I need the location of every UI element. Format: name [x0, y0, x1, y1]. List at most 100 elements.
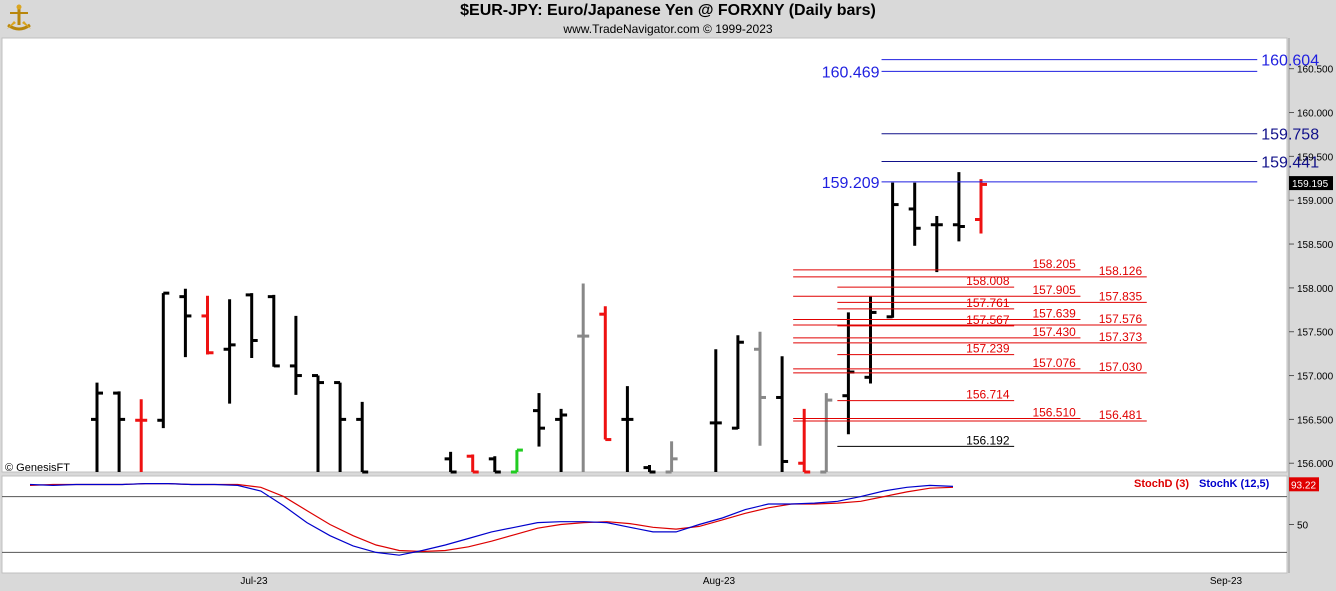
price-bar: [510, 448, 523, 474]
chart-title: $EUR-JPY: Euro/Japanese Yen @ FORXNY (Da…: [460, 2, 876, 19]
level-label: 156.481: [1099, 408, 1143, 422]
price-bar: [356, 401, 369, 474]
price-level: 159.758: [881, 127, 1319, 144]
level-label: 160.469: [822, 64, 880, 81]
price-bar: [798, 408, 811, 474]
price-level: 159.209: [822, 175, 1258, 192]
price-level: 156.510: [793, 406, 1081, 420]
level-label: 159.209: [822, 175, 880, 192]
level-label: 157.030: [1099, 360, 1143, 374]
price-bar: [886, 182, 899, 319]
price-bar: [533, 393, 545, 447]
price-bar: [754, 331, 766, 446]
last-price-label: 159.195: [1292, 179, 1329, 190]
y-tick-label: 156.500: [1297, 415, 1334, 426]
price-bar: [577, 283, 590, 472]
price-bar: [466, 454, 479, 474]
price-bar: [952, 172, 965, 242]
stoch-last-label: 93.22: [1291, 480, 1316, 491]
x-tick-label: Aug-23: [703, 576, 736, 587]
price-level: 160.604: [881, 53, 1319, 70]
price-panel: [1, 37, 1288, 473]
price-bar: [488, 456, 501, 474]
y-tick-label: 156.000: [1297, 459, 1334, 470]
price-bar: [776, 356, 789, 472]
price-bar: [334, 381, 347, 472]
level-label: 156.714: [966, 388, 1010, 402]
y-tick-label: 160.500: [1297, 65, 1334, 76]
price-bar: [643, 464, 656, 474]
chart-header: $EUR-JPY: Euro/Japanese Yen @ FORXNY (Da…: [0, 0, 1336, 38]
price-bar: [908, 182, 921, 246]
price-level: 156.714: [837, 388, 1015, 402]
stochD-legend: StochD (3): [1134, 478, 1189, 490]
level-label: 160.604: [1261, 53, 1319, 70]
price-level: 157.239: [837, 342, 1015, 356]
x-tick-label: Jul-23: [240, 576, 268, 587]
price-bar: [157, 291, 170, 429]
price-bar: [201, 295, 214, 355]
price-bar: [91, 382, 103, 472]
price-level: 157.030: [793, 360, 1147, 374]
price-bar: [267, 294, 280, 368]
price-level: 157.639: [793, 307, 1081, 321]
stochastic-panel: [1, 475, 1288, 574]
price-bar: [555, 408, 568, 472]
y-tick-label: 160.000: [1297, 109, 1334, 120]
stoch-y-tick-label: 50: [1297, 521, 1309, 532]
price-bar: [223, 299, 236, 404]
stoch-last-box: [1289, 477, 1319, 492]
price-bar: [975, 179, 987, 234]
stochK-legend: StochK (12,5): [1199, 478, 1270, 490]
level-label: 158.126: [1099, 264, 1143, 278]
price-level: 156.481: [793, 408, 1147, 422]
price-level: 157.761: [837, 296, 1015, 310]
level-label: 157.761: [966, 296, 1010, 310]
price-bar: [665, 441, 678, 474]
price-bar: [820, 393, 833, 474]
price-level: 158.205: [793, 257, 1081, 271]
last-price-box: [1289, 176, 1333, 191]
price-bar: [179, 288, 192, 358]
price-level: 158.008: [837, 274, 1015, 288]
x-tick-label: Sep-23: [1210, 576, 1243, 587]
price-level: 159.441: [881, 155, 1319, 172]
price-bar: [444, 451, 457, 474]
level-label: 157.905: [1032, 283, 1076, 297]
level-label: 157.076: [1032, 356, 1076, 370]
level-label: 157.430: [1032, 325, 1076, 339]
price-bar: [731, 335, 744, 430]
price-level: 157.430: [793, 325, 1081, 339]
price-level: 160.469: [822, 64, 1258, 81]
price-bar: [245, 293, 258, 359]
price-level: 156.192: [837, 433, 1015, 447]
level-label: 157.239: [966, 342, 1010, 356]
price-bar: [289, 315, 302, 395]
price-level: 157.373: [793, 330, 1147, 344]
stoch-series-line: [29, 483, 954, 556]
y-tick-label: 157.000: [1297, 372, 1334, 383]
price-bar: [709, 349, 722, 472]
level-label: 157.373: [1099, 330, 1143, 344]
price-level: 157.905: [793, 283, 1081, 297]
level-label: 158.205: [1032, 257, 1076, 271]
chart-subtitle: www.TradeNavigator.com © 1999-2023: [563, 22, 773, 36]
level-label: 159.758: [1261, 127, 1319, 144]
price-level: 157.076: [793, 356, 1081, 370]
level-label: 158.008: [966, 274, 1010, 288]
price-level: 157.835: [837, 289, 1147, 303]
price-bar: [599, 306, 612, 442]
y-tick-label: 157.500: [1297, 328, 1334, 339]
price-bar: [930, 215, 943, 273]
price-bar: [113, 391, 126, 472]
y-tick-label: 159.500: [1297, 152, 1334, 163]
level-label: 156.192: [966, 433, 1010, 447]
price-bar: [621, 386, 634, 472]
y-tick-label: 158.000: [1297, 284, 1334, 295]
level-label: 159.441: [1261, 155, 1319, 172]
price-level: 157.576: [793, 312, 1147, 326]
price-level: 158.126: [793, 264, 1147, 278]
price-bar: [135, 399, 148, 472]
